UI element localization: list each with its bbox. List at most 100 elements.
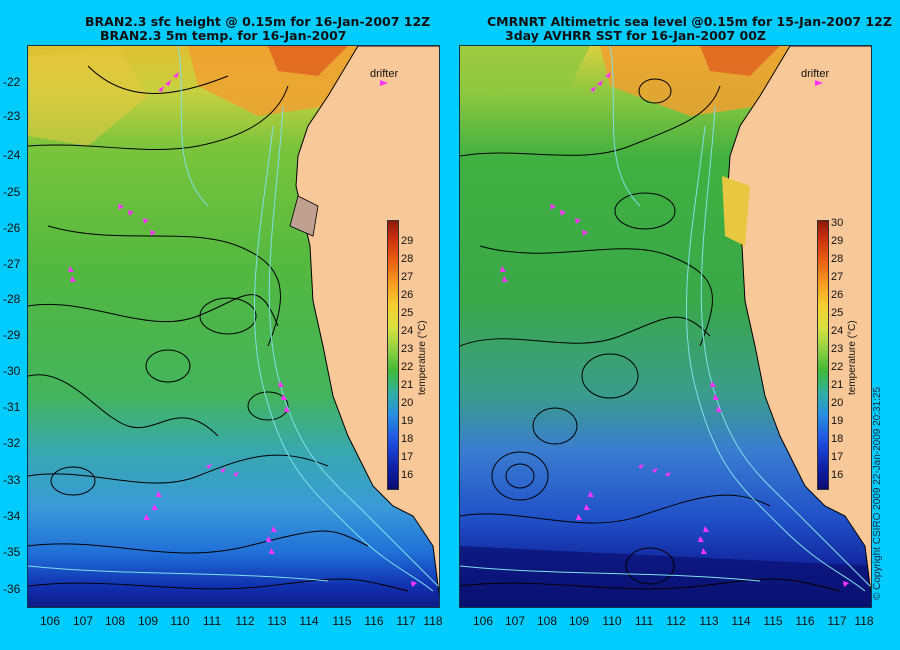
lon-label: 111 <box>202 614 222 628</box>
lon-label: 114 <box>731 614 751 628</box>
right-title-line2: 3day AVHRR SST for 16-Jan-2007 00Z <box>505 28 766 43</box>
warm-water-west <box>28 46 148 146</box>
left-title-line2: BRAN2.3 5m temp. for 16-Jan-2007 <box>100 28 347 43</box>
colorbar-tick: 18 <box>401 433 414 445</box>
lon-label: 109 <box>137 614 159 628</box>
lon-label: 109 <box>568 614 590 628</box>
lon-label: 118 <box>854 614 874 628</box>
left-map-svg <box>28 46 439 607</box>
colorbar-tick: 29 <box>831 235 844 247</box>
lon-label: 108 <box>104 614 126 628</box>
lon-label: 116 <box>364 614 384 628</box>
lat-label: -27 <box>3 257 21 271</box>
left-title-line1: BRAN2.3 sfc height @ 0.15m for 16-Jan-20… <box>85 14 431 29</box>
land-australia <box>295 46 439 598</box>
lat-label: -33 <box>3 473 21 487</box>
left-colorbar <box>387 220 399 490</box>
right-colorbar-unit: temperature (°C) <box>847 320 858 395</box>
left-colorbar-unit: temperature (°C) <box>417 320 428 395</box>
colorbar-tick: 16 <box>831 469 844 481</box>
colorbar-tick: 18 <box>831 433 844 445</box>
land-australia <box>727 46 871 598</box>
lon-label: 106 <box>472 614 494 628</box>
colorbar-tick: 30 <box>831 217 844 229</box>
bathymetry-lines <box>28 46 439 592</box>
lon-label: 116 <box>795 614 815 628</box>
lon-label: 113 <box>267 614 287 628</box>
lat-label: -23 <box>3 109 21 123</box>
lat-label: -25 <box>3 185 21 199</box>
lon-label: 117 <box>396 614 416 628</box>
warm-core <box>700 46 780 76</box>
left-drifter-legend: drifter <box>370 68 399 80</box>
colorbar-tick: 21 <box>831 379 844 391</box>
left-map-panel <box>27 45 440 608</box>
copyright-text: © Copyright CSIRO 2009 22-Jan-2009 20:31… <box>872 386 883 600</box>
lat-label: -29 <box>3 328 21 342</box>
colorbar-tick: 25 <box>831 307 844 319</box>
lon-label: 110 <box>170 614 190 628</box>
colorbar-tick: 23 <box>831 343 844 355</box>
lon-label: 112 <box>666 614 686 628</box>
drifter-tracks <box>68 72 417 587</box>
lat-label: -30 <box>3 364 21 378</box>
lat-label: -35 <box>3 545 21 559</box>
sea-level-contours <box>460 78 841 592</box>
lon-label: 114 <box>299 614 319 628</box>
colorbar-tick: 20 <box>401 397 414 409</box>
colorbar-tick: 17 <box>831 451 844 463</box>
lon-label: 113 <box>699 614 719 628</box>
drifter-tracks <box>500 72 849 587</box>
colorbar-tick: 22 <box>831 361 844 373</box>
colorbar-tick: 23 <box>401 343 414 355</box>
sea-level-contours <box>28 65 409 592</box>
colorbar-tick: 27 <box>401 271 414 283</box>
bathymetry-lines <box>460 46 871 592</box>
right-title-line1: CMRNRT Altimetric sea level @0.15m for 1… <box>487 14 892 29</box>
lon-label: 110 <box>602 614 622 628</box>
lat-label: -32 <box>3 436 21 450</box>
colorbar-tick: 24 <box>401 325 414 337</box>
colorbar-tick: 28 <box>401 253 414 265</box>
lat-label: -28 <box>3 292 21 306</box>
lon-label: 115 <box>763 614 783 628</box>
right-drifter-legend: drifter <box>801 68 830 80</box>
colorbar-tick: 21 <box>401 379 414 391</box>
colorbar-tick: 16 <box>401 469 414 481</box>
lon-label: 107 <box>504 614 526 628</box>
lon-label: 108 <box>536 614 558 628</box>
colorbar-tick: 26 <box>831 289 844 301</box>
lon-label: 107 <box>72 614 94 628</box>
right-map-panel <box>459 45 872 608</box>
shark-bay <box>289 195 319 237</box>
lon-label: 111 <box>634 614 654 628</box>
colorbar-tick: 28 <box>831 253 844 265</box>
colorbar-tick: 20 <box>831 397 844 409</box>
lat-label: -34 <box>3 509 21 523</box>
lat-label: -22 <box>3 75 21 89</box>
lat-label: -24 <box>3 148 21 162</box>
warm-core <box>268 46 348 76</box>
lon-label: 112 <box>235 614 255 628</box>
cool-west-patch <box>460 46 590 96</box>
shark-bay-warm <box>722 176 750 246</box>
lat-label: -26 <box>3 221 21 235</box>
right-map-svg <box>460 46 871 607</box>
right-colorbar <box>817 220 829 490</box>
lon-label: 118 <box>423 614 443 628</box>
colorbar-tick: 25 <box>401 307 414 319</box>
colorbar-tick: 29 <box>401 235 414 247</box>
lon-label: 115 <box>332 614 352 628</box>
lon-label: 117 <box>827 614 847 628</box>
lat-label: -36 <box>3 582 21 596</box>
lon-label: 106 <box>39 614 61 628</box>
colorbar-tick: 26 <box>401 289 414 301</box>
cold-water-south <box>460 546 871 607</box>
lat-label: -31 <box>3 400 21 414</box>
colorbar-tick: 22 <box>401 361 414 373</box>
colorbar-tick: 24 <box>831 325 844 337</box>
colorbar-tick: 19 <box>401 415 414 427</box>
colorbar-tick: 27 <box>831 271 844 283</box>
colorbar-tick: 17 <box>401 451 414 463</box>
colorbar-tick: 19 <box>831 415 844 427</box>
